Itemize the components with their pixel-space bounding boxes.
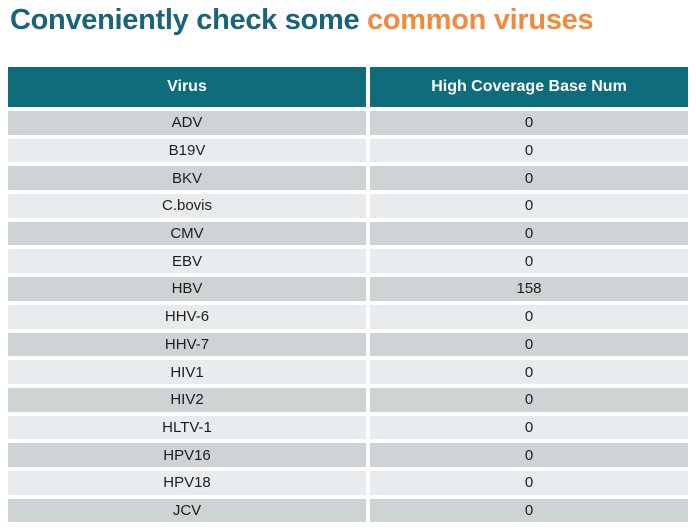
- value-cell: 0: [370, 249, 688, 274]
- virus-coverage-table: Virus High Coverage Base Num ADV 0 B19V …: [8, 67, 688, 523]
- virus-cell: HLTV-1: [8, 415, 366, 440]
- virus-cell: HHV-7: [8, 332, 366, 357]
- value-cell: 0: [370, 443, 688, 467]
- value-cell: 0: [370, 221, 688, 246]
- value-cell: 0: [370, 304, 688, 329]
- page-title: Conveniently check some common viruses: [10, 3, 594, 37]
- virus-cell: B19V: [8, 138, 366, 163]
- value-cell: 0: [370, 360, 688, 384]
- column-header-coverage: High Coverage Base Num: [370, 67, 688, 107]
- virus-cell: HHV-6: [8, 304, 366, 329]
- title-main-text: Conveniently check some: [10, 4, 368, 36]
- virus-cell: HIV1: [8, 360, 366, 384]
- virus-cell: JCV: [8, 498, 366, 523]
- value-cell: 0: [370, 387, 688, 412]
- value-cell: 0: [370, 166, 688, 191]
- virus-cell: HPV16: [8, 443, 366, 467]
- value-cell: 158: [370, 277, 688, 301]
- virus-cell: HPV18: [8, 470, 366, 495]
- value-cell: 0: [370, 138, 688, 163]
- virus-cell: HIV2: [8, 387, 366, 412]
- value-cell: 0: [370, 415, 688, 440]
- column-header-virus: Virus: [8, 67, 366, 107]
- virus-cell: HBV: [8, 277, 366, 301]
- virus-cell: BKV: [8, 166, 366, 191]
- virus-cell: ADV: [8, 111, 366, 135]
- title-highlight-text: common viruses: [367, 4, 594, 36]
- virus-cell: CMV: [8, 221, 366, 246]
- value-cell: 0: [370, 498, 688, 523]
- value-cell: 0: [370, 194, 688, 218]
- value-cell: 0: [370, 111, 688, 135]
- value-cell: 0: [370, 470, 688, 495]
- value-cell: 0: [370, 332, 688, 357]
- virus-cell: EBV: [8, 249, 366, 274]
- virus-cell: C.bovis: [8, 194, 366, 218]
